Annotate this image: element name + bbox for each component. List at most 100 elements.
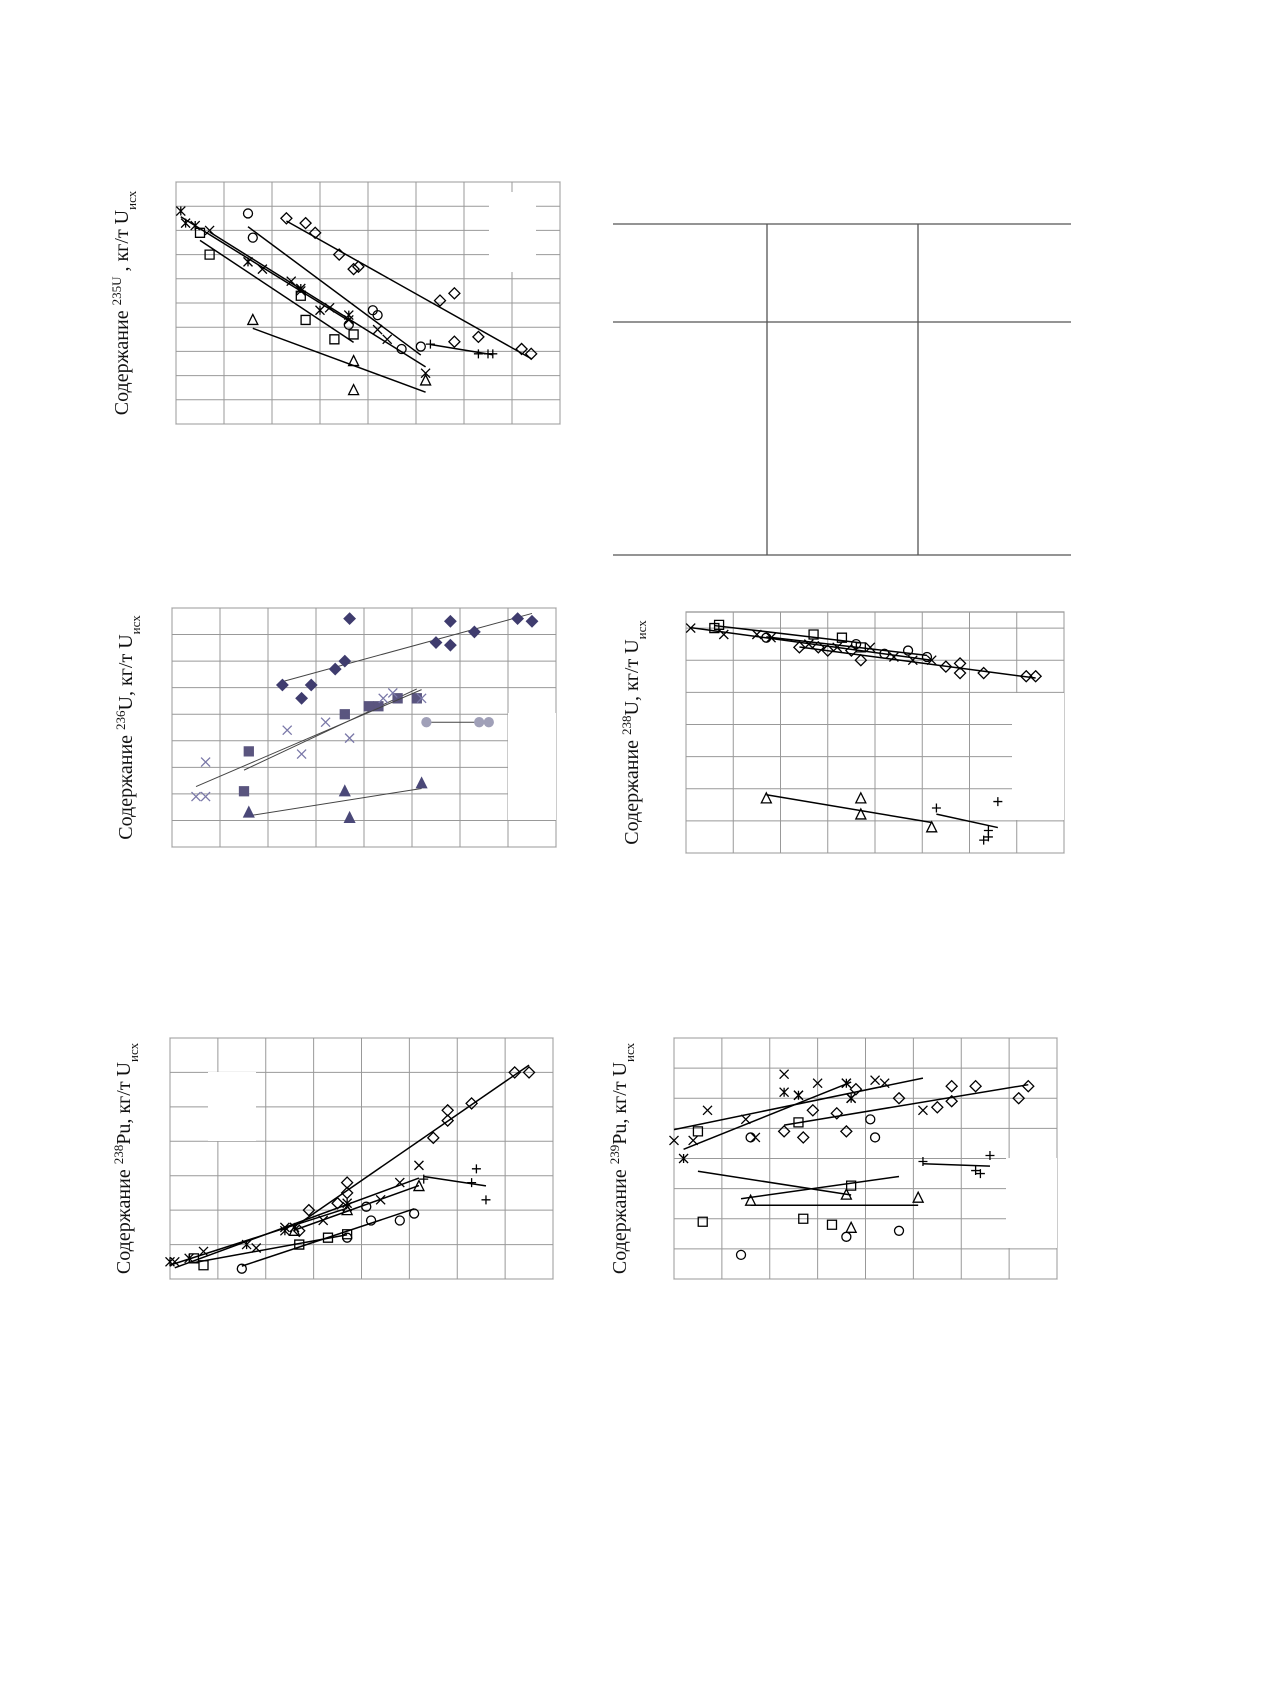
point — [198, 1246, 209, 1257]
point — [854, 791, 867, 804]
point — [926, 655, 937, 666]
point — [826, 1219, 838, 1230]
y-axis-label-part: 238 — [111, 1145, 126, 1165]
point — [803, 639, 814, 650]
point — [812, 1078, 823, 1089]
scatter-chart: Содержание 238U, кг/т Uисх — [619, 611, 1065, 854]
point — [340, 1186, 354, 1200]
point — [425, 339, 435, 349]
point — [348, 329, 359, 340]
point — [190, 220, 201, 231]
point — [779, 1069, 790, 1080]
point — [300, 314, 311, 326]
point — [419, 373, 432, 386]
y-axis-label-part: 238 — [619, 715, 634, 735]
point — [394, 1215, 405, 1226]
point — [304, 678, 318, 692]
point — [508, 1066, 522, 1079]
y-axis-label: Содержание 238Pu, кг/т Uисх — [111, 1042, 141, 1274]
point — [793, 1090, 804, 1101]
y-axis-label-part: Содержание — [621, 735, 643, 845]
point — [342, 1198, 353, 1209]
point — [286, 276, 297, 287]
point — [777, 1124, 791, 1138]
point — [315, 305, 325, 316]
empty-table — [613, 223, 1071, 556]
point — [977, 666, 991, 680]
y-axis-label-part: Содержание — [609, 1164, 631, 1274]
point — [525, 614, 539, 628]
point — [854, 653, 868, 667]
point — [483, 717, 494, 728]
point — [751, 629, 762, 640]
trend-line — [199, 239, 355, 343]
point — [308, 226, 322, 240]
trend-line — [252, 327, 426, 393]
point — [282, 725, 293, 736]
point — [840, 1187, 853, 1200]
point — [488, 349, 498, 359]
legend-blank — [508, 713, 556, 820]
point — [413, 1160, 424, 1171]
trend-line — [282, 612, 533, 683]
point — [415, 776, 428, 789]
point — [421, 717, 432, 728]
trend-line — [294, 1184, 420, 1231]
point — [830, 1106, 844, 1120]
point — [779, 1087, 790, 1098]
point — [415, 341, 426, 352]
point — [792, 640, 806, 654]
trend-line — [247, 226, 422, 356]
point — [1021, 1079, 1035, 1093]
trend-line — [248, 788, 422, 817]
scatter-chart: Содержание 239Pu, кг/т Uисх — [607, 1037, 1058, 1280]
trend-line — [783, 1083, 1029, 1126]
point — [378, 693, 389, 704]
point — [524, 347, 538, 361]
point — [744, 1193, 757, 1206]
point — [685, 623, 696, 634]
point — [338, 654, 352, 668]
y-axis-label-part: U, кг/т U — [621, 639, 643, 716]
y-axis-label-part: Содержание — [111, 305, 133, 415]
trend-line — [195, 689, 422, 788]
scatter-chart: Содержание 235U , кг/т Uисх — [109, 181, 561, 425]
point — [294, 1239, 305, 1250]
point — [365, 1215, 377, 1226]
y-axis-label-part: , кг/т U — [111, 209, 133, 276]
point — [279, 211, 293, 225]
point — [985, 1150, 995, 1160]
point — [841, 1078, 852, 1089]
y-axis-label-part: исх — [622, 1042, 637, 1062]
point — [433, 294, 447, 307]
point — [411, 693, 422, 704]
point — [892, 1091, 906, 1105]
point — [394, 1177, 405, 1188]
point — [251, 1243, 262, 1253]
trend-line — [683, 1081, 852, 1150]
point — [798, 1213, 809, 1224]
y-axis-label-part: Pu, кг/т U — [609, 1061, 631, 1144]
trend-line — [180, 216, 350, 322]
point — [854, 807, 867, 820]
point — [443, 638, 457, 652]
point — [429, 636, 443, 649]
point — [236, 1263, 247, 1274]
point — [474, 717, 485, 728]
point — [295, 283, 306, 294]
legend-blank — [1012, 693, 1064, 820]
trend-line — [922, 1162, 991, 1167]
point — [289, 1222, 300, 1233]
point — [849, 1082, 863, 1096]
point — [409, 1208, 420, 1219]
point — [969, 1079, 983, 1093]
point — [343, 310, 354, 321]
point — [426, 1131, 440, 1145]
point — [845, 1220, 858, 1233]
point — [299, 216, 313, 230]
point — [200, 757, 211, 767]
y-axis-label-part: 239 — [607, 1145, 622, 1165]
point — [200, 791, 211, 802]
